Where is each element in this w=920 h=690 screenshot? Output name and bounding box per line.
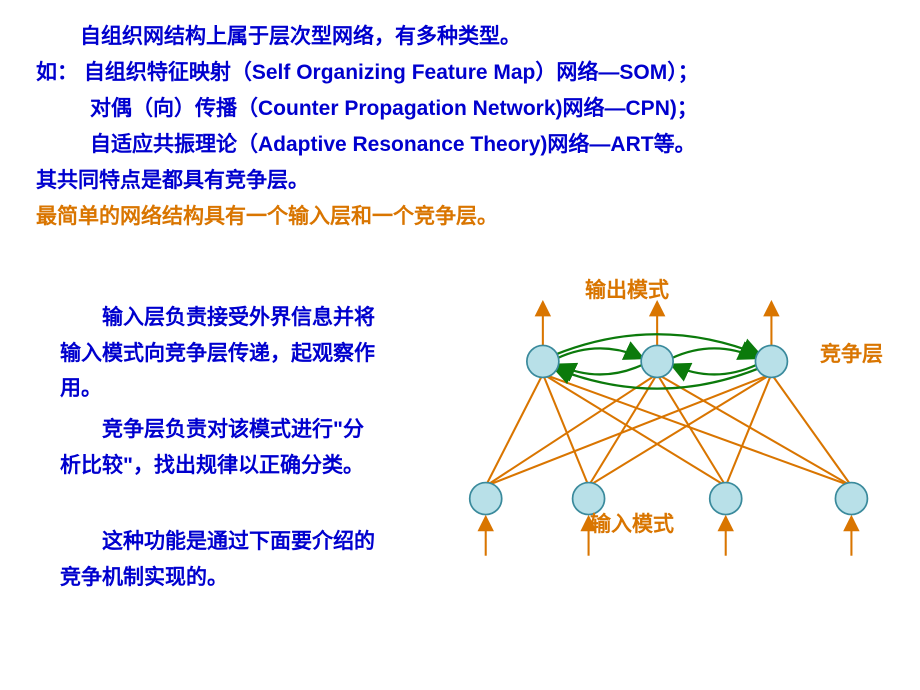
label-output: 输出模式 xyxy=(585,274,669,304)
line-1: 自组织网结构上属于层次型网络，有多种类型。 xyxy=(80,20,521,50)
line-4-eng: Adaptive Resonance Theory) xyxy=(258,133,547,156)
line-3: 对偶（向）传播（Counter Propagation Network)网络—C… xyxy=(90,92,698,122)
line-3-a: 对偶（向）传播（ xyxy=(90,97,258,120)
line-5: 其共同特点是都具有竞争层。 xyxy=(36,164,309,194)
body-para-1: 输入层负责接受外界信息并将输入模式向竞争层传递，起观察作用。 xyxy=(60,300,380,407)
line-3-eng: Counter Propagation Network) xyxy=(258,97,563,120)
line-3-b: 网络—CPN)； xyxy=(563,97,698,120)
line-2-prefix: 如： xyxy=(36,61,78,84)
line-2-eng: Self Organizing Feature Map xyxy=(252,61,536,84)
body-para-3: 这种功能是通过下面要介绍的竞争机制实现的。 xyxy=(60,524,380,595)
line-2-a: 自组织特征映射（ xyxy=(84,61,252,84)
line-4-b: 网络—ART xyxy=(547,133,653,156)
diagram-svg xyxy=(440,280,920,580)
line-4: 自适应共振理论（Adaptive Resonance Theory)网络—ART… xyxy=(90,128,696,158)
network-diagram: 输出模式 输入模式 竞争层 xyxy=(440,280,920,580)
line-2-b: ）网络—SOM）； xyxy=(535,61,698,84)
page-root: 自组织网结构上属于层次型网络，有多种类型。 如： 自组织特征映射（Self Or… xyxy=(0,0,920,690)
body-para-2: 竞争层负责对该模式进行"分析比较"，找出规律以正确分类。 xyxy=(60,412,380,483)
line-2: 如： 自组织特征映射（Self Organizing Feature Map）网… xyxy=(36,56,699,86)
line-6: 最简单的网络结构具有一个输入层和一个竞争层。 xyxy=(36,200,498,230)
line-4-c: 等。 xyxy=(654,133,696,156)
label-compete: 竞争层 xyxy=(820,338,883,368)
line-4-a: 自适应共振理论（ xyxy=(90,133,258,156)
label-input: 输入模式 xyxy=(590,508,674,538)
